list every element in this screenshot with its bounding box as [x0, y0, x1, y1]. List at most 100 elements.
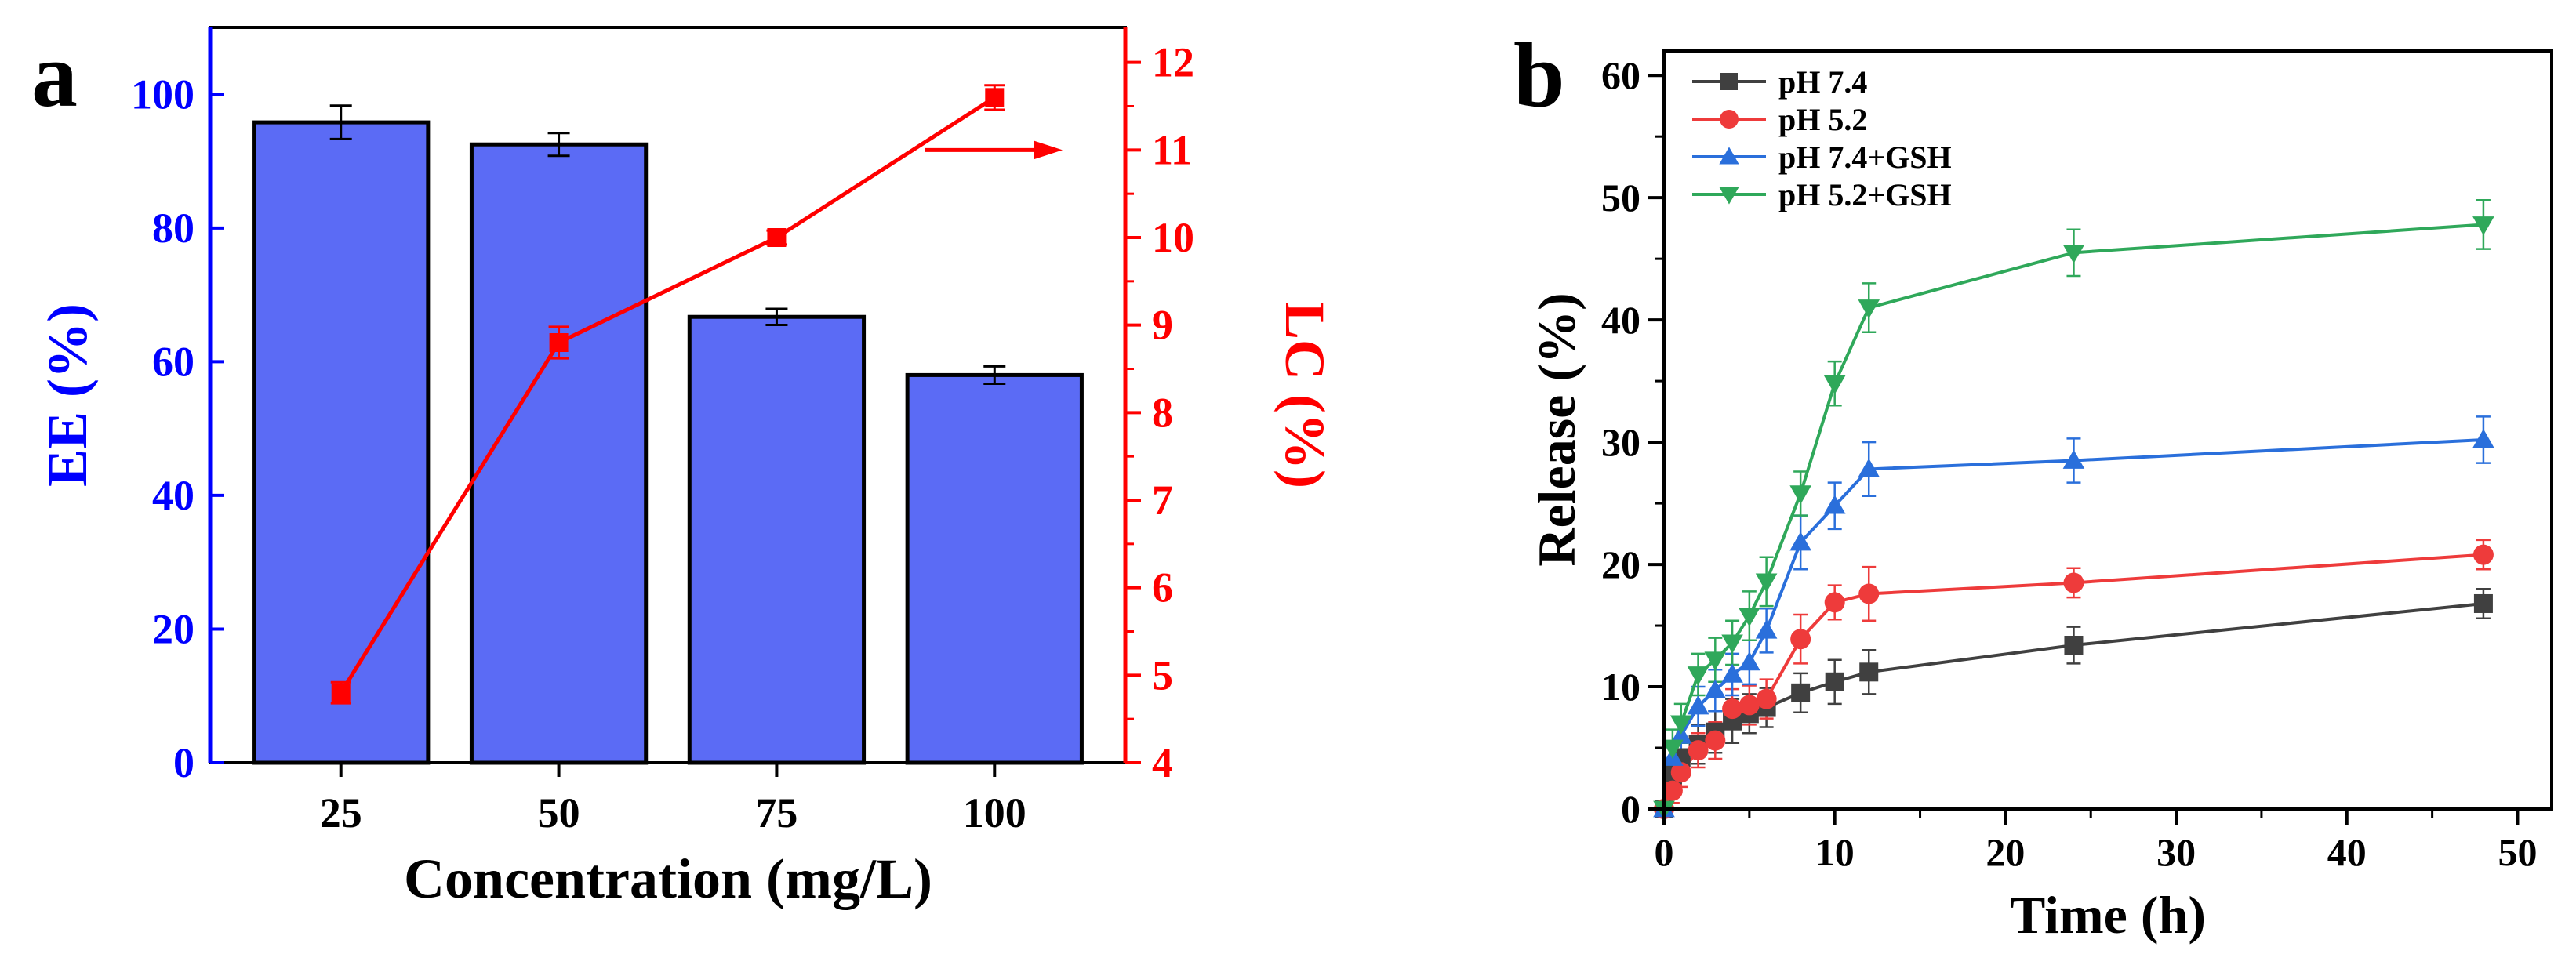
legend-label-ph-5-2-gsh: pH 5.2+GSH: [1778, 177, 1952, 212]
x-tick-label: 0: [1655, 830, 1674, 874]
ph-7-4-marker: [1791, 683, 1811, 702]
right-tick-label: 12: [1152, 39, 1194, 86]
x-axis-title: Concentration (mg/L): [404, 847, 932, 910]
ph-5-2-marker: [2063, 572, 2084, 593]
y-tick-label: 60: [1601, 53, 1640, 97]
legend-label-ph-5-2: pH 5.2: [1778, 102, 1867, 137]
left-tick-label: 20: [152, 605, 194, 652]
ph-5-2-gsh-marker: [2472, 216, 2494, 236]
right-tick-label: 7: [1152, 477, 1173, 524]
y-tick-label: 10: [1601, 665, 1640, 709]
right-tick-label: 11: [1152, 126, 1192, 173]
ph-7-4-gsh-marker: [1755, 619, 1778, 639]
x-tick-label: 50: [2498, 830, 2537, 874]
left-tick-label: 40: [152, 472, 194, 519]
y-tick-label: 20: [1601, 542, 1640, 586]
ph-7-4-gsh-line: [1662, 437, 2484, 810]
ph-5-2-gsh-marker: [1755, 573, 1778, 593]
ph-5-2-gsh-marker: [1858, 299, 1880, 319]
right-tick-label: 9: [1152, 302, 1173, 349]
x-tick-label: 20: [1986, 830, 2025, 874]
ph-7-4-marker: [1825, 672, 1844, 691]
panel-a-chart: a 0 20 40 60 80 100 4 5 6 7 8 9 10 11 12 25 50 75 100 EE…: [31, 24, 1336, 910]
ph-7-4-marker: [1859, 662, 1879, 682]
ph-7-4-gsh-marker: [2472, 429, 2494, 448]
right-tick-label: 5: [1152, 651, 1173, 698]
ph-5-2-gsh-line: [1662, 223, 2484, 810]
right-axis-title: LC (%): [1273, 302, 1336, 488]
ph-5-2-marker: [1824, 592, 1845, 613]
ph-7-4-gsh-marker: [2062, 449, 2085, 469]
ee-bar: [252, 120, 431, 765]
ph-7-4-gsh-marker: [1739, 651, 1760, 671]
right-tick-label: 4: [1152, 739, 1173, 786]
ph-5-2-gsh-marker: [1739, 608, 1760, 627]
ph-7-4-gsh-marker: [1687, 695, 1709, 715]
ph-5-2-marker: [1790, 629, 1811, 650]
x-tick-label: 25: [320, 789, 362, 836]
lc-marker: [767, 228, 787, 247]
x-tick-label: 30: [2156, 830, 2196, 874]
y-tick-label: 30: [1601, 420, 1640, 464]
x-tick-label: 100: [963, 789, 1026, 836]
left-axis-title: EE (%): [36, 303, 99, 487]
ee-bar: [905, 372, 1084, 765]
y-tick-label: 50: [1601, 176, 1640, 219]
ee-bar: [687, 314, 867, 765]
x-axis-title: Time (h): [2010, 885, 2206, 945]
x-tick-label: 75: [755, 789, 798, 836]
ph-5-2-gsh-marker: [1704, 651, 1727, 671]
ph-5-2-gsh-marker: [1669, 715, 1692, 735]
ph-5-2-marker: [1756, 688, 1777, 709]
ph-5-2-marker: [1739, 695, 1760, 716]
ph-5-2-marker: [1670, 762, 1691, 783]
legend-label-ph-7-4: pH 7.4: [1778, 64, 1867, 100]
ph-5-2-marker: [2472, 544, 2494, 565]
legend-marker-ph-5-2: [1720, 110, 1739, 129]
ph-5-2-gsh-marker: [1823, 375, 1846, 395]
y-tick-label: 0: [1621, 787, 1640, 831]
ph-5-2-gsh-marker: [1721, 634, 1743, 654]
legend-marker-ph-5-2-gsh: [1719, 187, 1739, 205]
right-tick-label: 6: [1152, 564, 1173, 611]
x-tick-label: 50: [538, 789, 580, 836]
ph-5-2-gsh-marker: [1789, 485, 1811, 505]
ph-5-2-gsh-marker: [1662, 739, 1684, 759]
ph-7-4-gsh-marker: [1858, 458, 1880, 477]
ee-bar: [469, 142, 649, 765]
ph-5-2-marker: [1662, 780, 1683, 801]
left-tick-label: 0: [173, 739, 194, 786]
left-tick-label: 80: [152, 205, 194, 252]
y-axis-title: Release (%): [1527, 292, 1586, 566]
lc-marker: [331, 683, 351, 702]
ph-7-4-gsh-marker: [1669, 724, 1692, 744]
ph-7-4-marker: [2473, 593, 2493, 613]
lc-marker: [549, 333, 569, 352]
ph-7-4-gsh-marker: [1721, 663, 1743, 683]
ph-7-4-gsh-marker: [1789, 531, 1811, 551]
ph-5-2-marker: [1858, 583, 1880, 604]
lc-line: [339, 96, 996, 694]
x-tick-label: 10: [1815, 830, 1855, 874]
right-tick-label: 10: [1152, 214, 1194, 261]
ph-7-4-gsh-marker: [1823, 495, 1846, 514]
ph-7-4-marker: [2064, 636, 2084, 655]
legend-label-ph-7-4-gsh: pH 7.4+GSH: [1778, 140, 1952, 175]
y-tick-label: 40: [1601, 298, 1640, 342]
ph-5-2-gsh-marker: [2062, 244, 2085, 264]
ph-5-2-marker: [1722, 698, 1743, 720]
panel-a-letter: a: [31, 24, 78, 126]
right-tick-label: 8: [1152, 389, 1173, 436]
panel-b-plot-frame: [1662, 49, 2553, 811]
x-tick-label: 40: [2327, 830, 2367, 874]
left-tick-label: 100: [131, 71, 194, 118]
ph-5-2-gsh-marker: [1687, 666, 1709, 686]
ph-5-2-marker: [1705, 730, 1726, 751]
legend-marker-ph-7-4-gsh: [1719, 147, 1739, 165]
panel-b-letter: b: [1513, 24, 1565, 126]
right-arrow-head: [1034, 140, 1063, 160]
left-tick-label: 60: [152, 338, 194, 385]
